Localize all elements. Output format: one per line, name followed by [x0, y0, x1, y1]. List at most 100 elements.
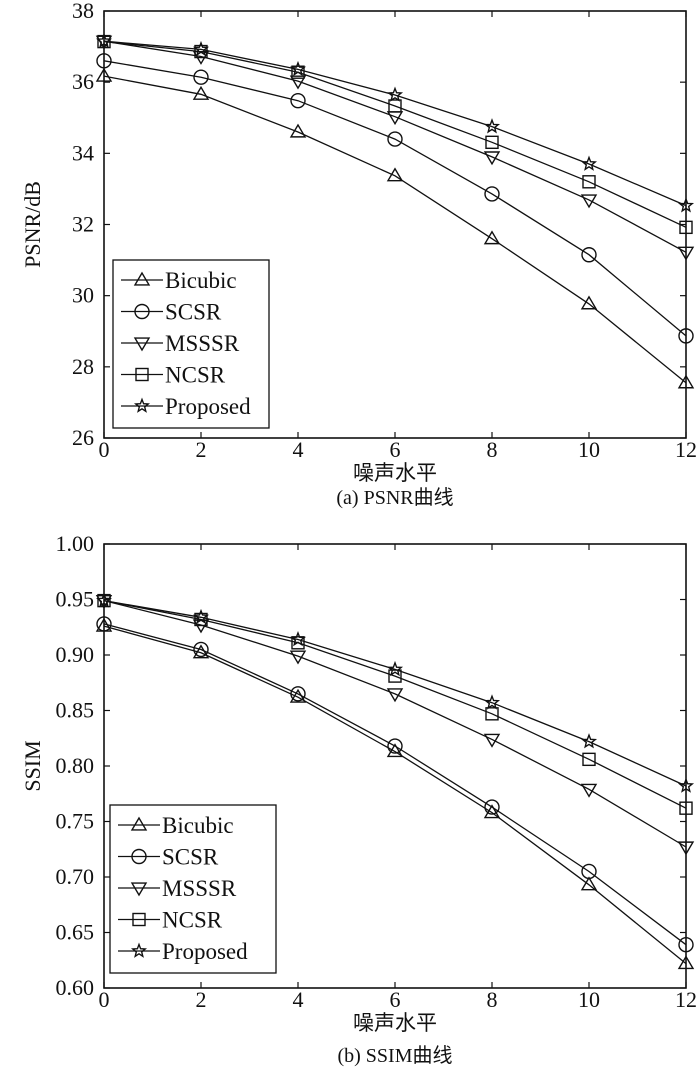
y-tick-label: 38: [72, 0, 94, 23]
data-point: [291, 65, 305, 79]
data-point: [194, 44, 208, 59]
y-tick-label: 0.70: [56, 864, 95, 889]
data-point: [677, 777, 695, 793]
y-tick-label: 0.80: [56, 753, 95, 778]
chart-2: 0 2 4 6 8 10 12 0.60 0.65 0.70 0.75 0.80 0.85 0.90 0.9…: [20, 531, 697, 1067]
y-tick-label: 36: [72, 69, 94, 94]
legend-marker-circle-icon: [134, 303, 150, 320]
data-point: [386, 167, 404, 182]
data-point: [580, 194, 598, 209]
legend-entry: Proposed: [118, 939, 248, 964]
legend-label: SCSR: [162, 845, 219, 870]
legend-marker-square-icon: [132, 912, 146, 927]
data-point: [677, 955, 695, 970]
x-tick-label: 12: [675, 437, 697, 462]
data-point: [95, 67, 113, 82]
data-point: [483, 804, 501, 819]
y-axis-label: SSIM: [20, 740, 45, 791]
data-point: [679, 801, 693, 815]
series-ncsr: [97, 593, 693, 815]
legend-marker-star-icon: [133, 397, 151, 413]
data-point: [484, 186, 500, 202]
legend-label: SCSR: [165, 300, 222, 325]
y-tick-label: 0.65: [56, 920, 95, 945]
legend-entry: NCSR: [118, 908, 223, 933]
legend-entry: SCSR: [121, 300, 222, 325]
series-line: [103, 40, 687, 253]
y-tick-label: 32: [72, 212, 94, 237]
data-point: [580, 733, 598, 749]
chart-caption: (b) SSIM曲线: [337, 1044, 452, 1067]
x-tick-label: 12: [675, 987, 697, 1012]
series-scsr: [96, 616, 694, 953]
data-point: [387, 738, 403, 754]
data-point: [485, 707, 499, 721]
data-point: [677, 374, 695, 389]
legend-entry: Bicubic: [121, 268, 237, 293]
legend-entry: NCSR: [121, 363, 226, 388]
x-tick-label: 10: [578, 437, 600, 462]
data-point: [679, 220, 693, 235]
data-point: [96, 53, 112, 69]
y-tick-label: 26: [72, 425, 94, 450]
legend-label: MSSSR: [165, 331, 240, 356]
series-line: [103, 40, 687, 228]
y-tick-label: 30: [72, 283, 94, 308]
x-tick-label: 2: [196, 987, 207, 1012]
legend-marker-triangle-up-icon: [133, 271, 151, 286]
x-tick-label: 4: [293, 437, 304, 462]
y-tick-label: 28: [72, 354, 94, 379]
data-point: [289, 650, 307, 665]
data-point: [677, 841, 695, 856]
legend: Bicubic SCSR MSSSR NCSR Proposed: [112, 259, 270, 429]
series-line: [103, 599, 687, 809]
data-point: [194, 612, 208, 627]
series-line: [103, 599, 687, 787]
data-point: [386, 111, 404, 126]
series-line: [103, 625, 687, 965]
data-point: [386, 743, 404, 758]
series-line: [103, 75, 687, 384]
data-point: [483, 151, 501, 166]
legend-box: [109, 804, 277, 974]
data-point: [291, 636, 305, 650]
data-point: [388, 669, 402, 683]
x-tick-label: 10: [578, 987, 600, 1012]
data-point: [386, 688, 404, 703]
data-point: [580, 783, 598, 798]
legend-label: NCSR: [162, 908, 223, 933]
legend-entry: MSSSR: [121, 331, 240, 356]
series-bicubic: [95, 617, 695, 970]
x-tick-label: 6: [390, 437, 401, 462]
legend-marker-circle-icon: [131, 848, 147, 865]
legend-label: Bicubic: [165, 268, 237, 293]
legend-marker-triangle-up-icon: [130, 816, 148, 831]
data-point: [289, 631, 307, 647]
data-point: [678, 328, 694, 344]
data-point: [485, 135, 499, 150]
chart-caption: (a) PSNR曲线: [336, 486, 453, 509]
series-proposed: [95, 592, 695, 793]
legend-label: NCSR: [165, 363, 226, 388]
x-tick-label: 8: [487, 987, 498, 1012]
data-point: [581, 247, 597, 263]
data-point: [386, 660, 404, 677]
legend-entry: MSSSR: [118, 876, 237, 901]
data-point: [386, 86, 404, 102]
data-point: [580, 155, 598, 171]
x-tick-label: 8: [487, 437, 498, 462]
y-axis-label: PSNR/dB: [20, 181, 45, 268]
series-bicubic: [95, 67, 695, 389]
data-point: [483, 230, 501, 245]
series-proposed: [95, 32, 695, 213]
data-point: [193, 641, 209, 658]
legend-entry: Bicubic: [118, 813, 234, 838]
x-tick-label: 4: [293, 987, 304, 1012]
legend-label: Proposed: [162, 939, 248, 964]
y-tick-label: 0.90: [56, 642, 95, 667]
y-tick-label: 34: [72, 140, 94, 165]
data-point: [677, 246, 695, 261]
data-point: [289, 75, 307, 90]
data-point: [678, 937, 694, 953]
